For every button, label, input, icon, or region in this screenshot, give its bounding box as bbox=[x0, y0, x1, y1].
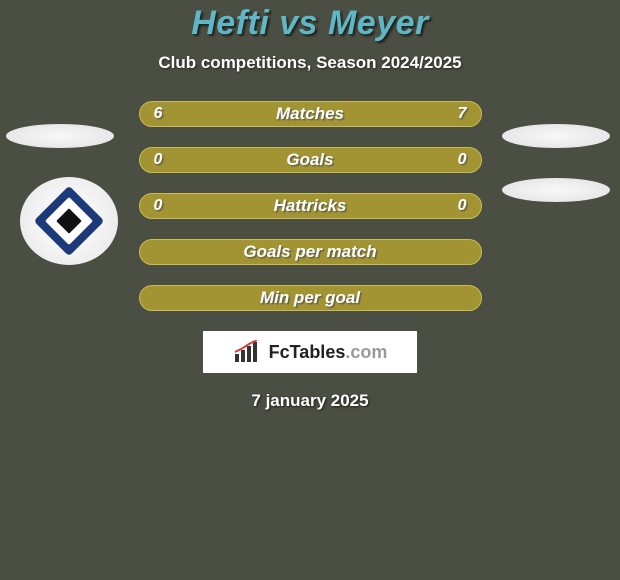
stat-right-value: 7 bbox=[458, 105, 467, 123]
brand-text-light: .com bbox=[345, 342, 387, 362]
stat-left-value: 6 bbox=[154, 105, 163, 123]
bar-chart-icon bbox=[233, 340, 261, 364]
stat-left-value: 0 bbox=[154, 151, 163, 169]
stat-label: Hattricks bbox=[274, 196, 347, 216]
stat-label: Goals bbox=[286, 150, 333, 170]
stat-right-value: 0 bbox=[458, 197, 467, 215]
stat-left-value: 0 bbox=[154, 197, 163, 215]
stat-label: Matches bbox=[276, 104, 344, 124]
date-label: 7 january 2025 bbox=[0, 391, 620, 411]
stat-row-min-per-goal: Min per goal bbox=[139, 285, 482, 311]
page-subtitle: Club competitions, Season 2024/2025 bbox=[0, 53, 620, 73]
stat-row-matches: 6 Matches 7 bbox=[139, 101, 482, 127]
club-badge-left bbox=[20, 177, 118, 265]
player-left-placeholder-icon bbox=[6, 124, 114, 148]
club-crest-icon bbox=[34, 186, 105, 257]
stat-row-goals: 0 Goals 0 bbox=[139, 147, 482, 173]
club-right-placeholder-icon bbox=[502, 178, 610, 202]
brand-box[interactable]: FcTables.com bbox=[203, 331, 417, 373]
player-right-placeholder-icon bbox=[502, 124, 610, 148]
brand-text-bold: FcTables bbox=[269, 342, 346, 362]
stat-label: Goals per match bbox=[243, 242, 376, 262]
brand-text: FcTables.com bbox=[269, 342, 388, 363]
stat-label: Min per goal bbox=[260, 288, 360, 308]
stat-row-hattricks: 0 Hattricks 0 bbox=[139, 193, 482, 219]
stat-row-goals-per-match: Goals per match bbox=[139, 239, 482, 265]
page-title: Hefti vs Meyer bbox=[0, 4, 620, 43]
stat-right-value: 0 bbox=[458, 151, 467, 169]
